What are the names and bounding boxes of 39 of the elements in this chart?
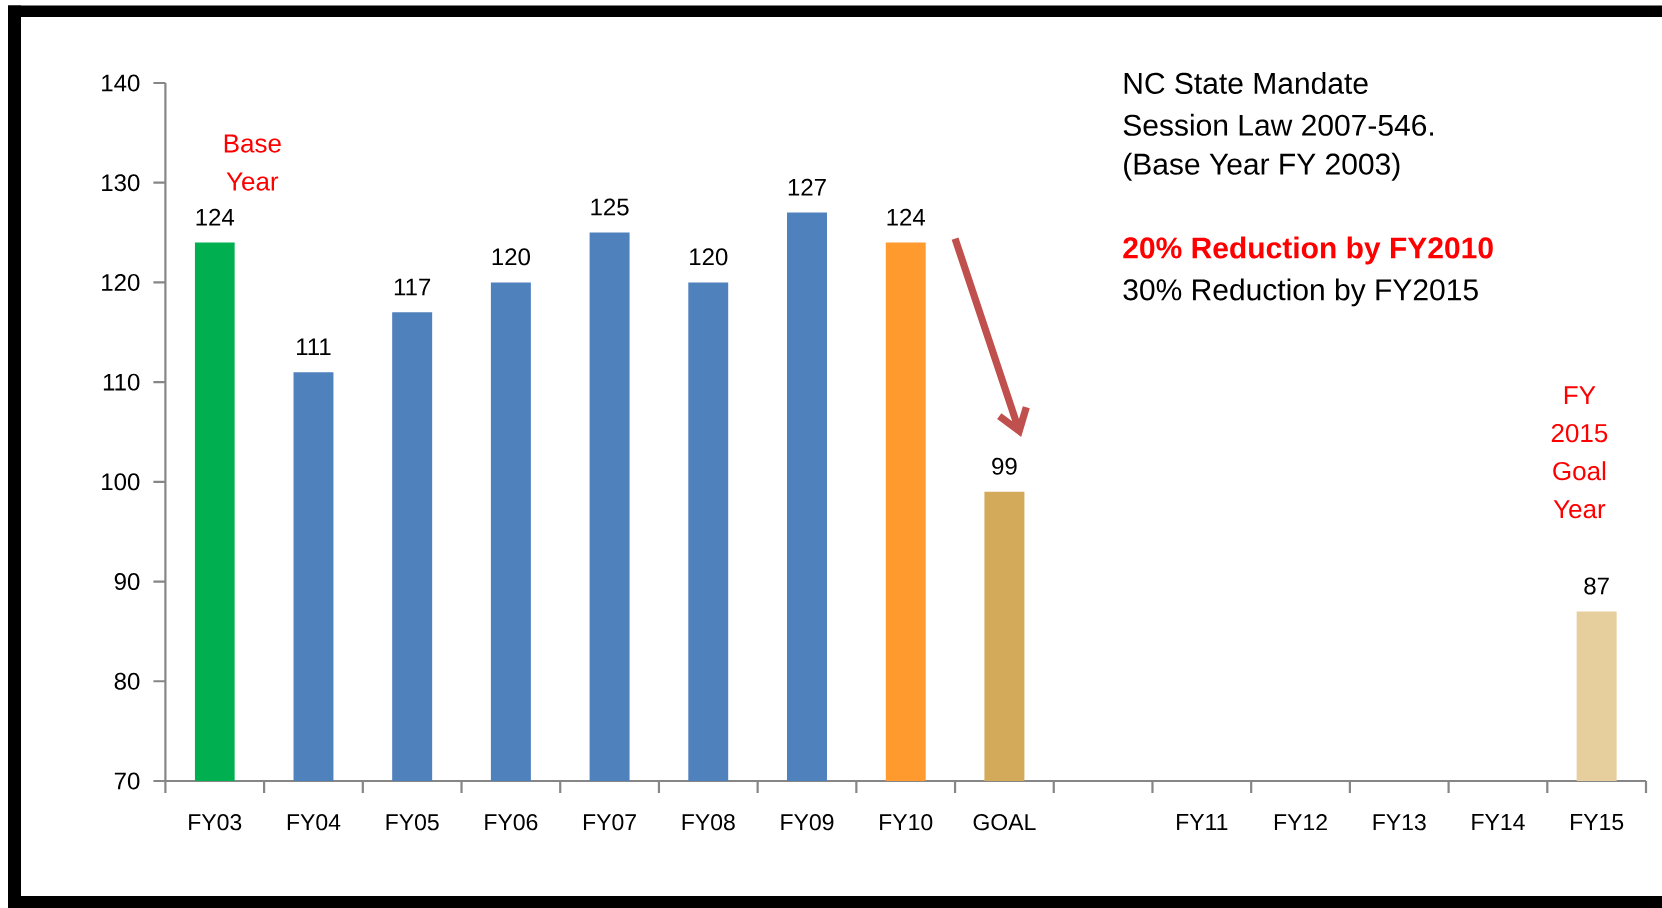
annotation: 20% Reduction by FY2010 (1123, 236, 1493, 265)
y-tick-label: 110 (103, 373, 140, 391)
x-tick-label: FY14 (1472, 814, 1525, 830)
y-tick-label: 90 (114, 573, 140, 591)
x-tick-label: FY04 (287, 814, 341, 831)
x-tick-label: FY08 (682, 814, 735, 831)
annotation: Base Year (224, 134, 281, 191)
annotation: Session Law 2007-546. (1123, 113, 1433, 136)
data-label: 120 (492, 248, 530, 266)
annotation: NC State Mandate (1124, 71, 1368, 94)
x-tick-label: FY15 (1571, 814, 1624, 831)
data-label: 125 (591, 198, 629, 216)
data-label: 124 (196, 208, 235, 226)
x-tick-label: FY12 (1274, 814, 1327, 831)
x-tick-label: GOAL (973, 814, 1036, 831)
x-tick-label: FY13 (1373, 814, 1426, 831)
data-label: 117 (394, 278, 431, 296)
y-tick-label: 140 (102, 74, 140, 92)
y-tick-label: 120 (102, 273, 140, 291)
annotation: 30% Reduction by FY2015 (1123, 278, 1478, 307)
data-label: 127 (788, 178, 826, 196)
x-tick-label: FY03 (189, 814, 242, 831)
data-label: 120 (690, 248, 728, 266)
y-tick-label: 130 (102, 174, 140, 192)
annotation: FY 2015 Goal Year (1551, 386, 1608, 519)
data-label: 87 (1584, 577, 1609, 595)
x-tick-label: FY07 (583, 814, 636, 831)
data-label: 99 (992, 457, 1017, 475)
y-tick-label: 100 (102, 473, 140, 491)
data-label: 124 (887, 208, 926, 226)
x-tick-label: FY10 (880, 814, 933, 831)
x-tick-label: FY11 (1177, 814, 1228, 830)
annotation: (Base Year FY 2003) (1124, 152, 1400, 181)
y-tick-label: 80 (114, 672, 140, 690)
x-tick-label: FY09 (781, 814, 834, 831)
x-tick-label: FY06 (485, 814, 538, 831)
y-tick-label: 70 (114, 772, 140, 790)
x-tick-label: FY05 (386, 814, 439, 831)
data-label: 111 (297, 338, 331, 356)
